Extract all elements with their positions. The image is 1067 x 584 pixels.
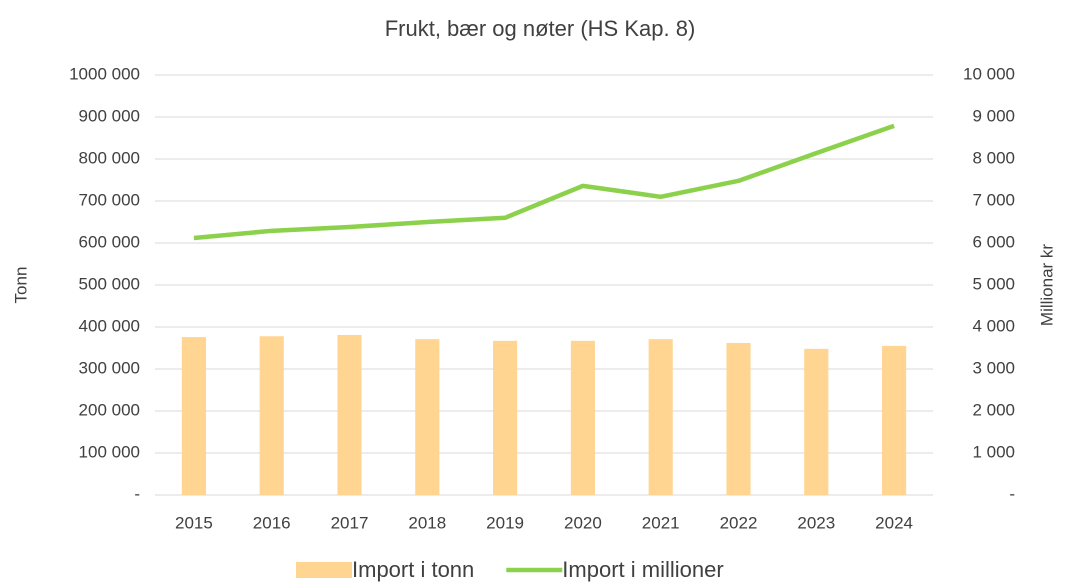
bar <box>259 336 284 495</box>
y-tick-label: 500 000 <box>79 274 140 293</box>
y2-tick-label: 5 000 <box>972 274 1015 293</box>
legend-label: Import i millioner <box>562 557 723 582</box>
bar <box>415 339 440 495</box>
y-tick-label: 600 000 <box>79 232 140 251</box>
y-tick-label: 400 000 <box>79 316 140 335</box>
y2-tick-label: 10 000 <box>963 64 1015 83</box>
y2-tick-label: 6 000 <box>972 232 1015 251</box>
x-tick-label: 2018 <box>408 513 446 532</box>
x-tick-label: 2020 <box>564 513 602 532</box>
y-tick-label: 900 000 <box>79 106 140 125</box>
y-axis-label: Tonn <box>11 267 30 304</box>
bar <box>804 348 829 495</box>
x-tick-label: 2023 <box>797 513 835 532</box>
y-tick-label: - <box>134 484 140 503</box>
y2-tick-label: 3 000 <box>972 358 1015 377</box>
y2-tick-label: 2 000 <box>972 400 1015 419</box>
y2-tick-label: 1 000 <box>972 442 1015 461</box>
y-tick-label: 700 000 <box>79 190 140 209</box>
x-tick-label: 2022 <box>720 513 758 532</box>
y-tick-label: 800 000 <box>79 148 140 167</box>
x-tick-label: 2024 <box>875 513 913 532</box>
y-tick-label: 200 000 <box>79 400 140 419</box>
y2-tick-label: - <box>1009 484 1015 503</box>
y-tick-label: 1000 000 <box>69 64 140 83</box>
x-tick-label: 2017 <box>331 513 369 532</box>
y-tick-label: 300 000 <box>79 358 140 377</box>
y2-tick-label: 4 000 <box>972 316 1015 335</box>
bar <box>570 340 595 495</box>
bar <box>726 342 751 495</box>
chart-title: Frukt, bær og nøter (HS Kap. 8) <box>385 16 696 41</box>
bar <box>882 345 907 495</box>
legend-swatch <box>296 562 352 578</box>
legend-label: Import i tonn <box>352 557 474 582</box>
y2-axis-label: Millionar kr <box>1037 244 1056 327</box>
y-tick-label: 100 000 <box>79 442 140 461</box>
y2-tick-label: 8 000 <box>972 148 1015 167</box>
line <box>193 123 895 241</box>
x-tick-label: 2016 <box>253 513 291 532</box>
bar <box>648 339 673 495</box>
x-tick-label: 2021 <box>642 513 680 532</box>
x-tick-label: 2019 <box>486 513 524 532</box>
bar <box>181 337 206 495</box>
bar <box>493 340 518 495</box>
x-tick-label: 2015 <box>175 513 213 532</box>
y2-tick-label: 9 000 <box>972 106 1015 125</box>
y2-tick-label: 7 000 <box>972 190 1015 209</box>
bar <box>337 334 362 495</box>
